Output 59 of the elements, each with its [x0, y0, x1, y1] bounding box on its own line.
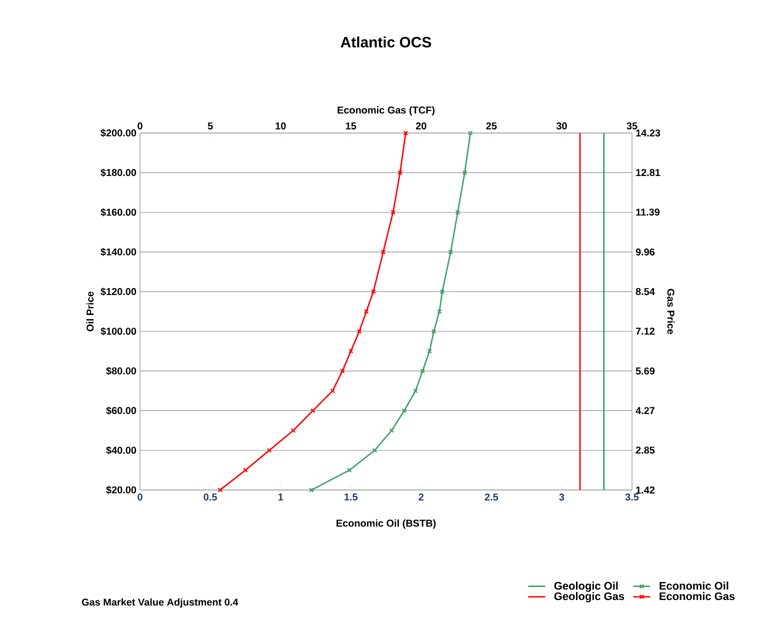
- point: [372, 448, 378, 453]
- point: [347, 468, 352, 473]
- y-tick-label: $140.00: [100, 248, 136, 256]
- point: [436, 309, 442, 314]
- point: [427, 348, 432, 354]
- y-tick-label: $160.00: [100, 208, 136, 216]
- text: Gas Market Value Adjustment 0.4: [82, 598, 238, 608]
- legend-label: Economic Oil: [660, 582, 728, 590]
- y2-tick-label: 14.23: [636, 129, 660, 137]
- point: [431, 328, 436, 334]
- y-tick-label: $120.00: [100, 288, 136, 296]
- y2-tick-label: 8.54: [636, 288, 655, 296]
- y2-tick-label: 12.81: [636, 169, 660, 176]
- y-tick-label: $20.00: [106, 486, 136, 494]
- x-axis-title: Economic Oil (BSTB): [336, 519, 436, 529]
- legend-label: Geologic Gas: [554, 592, 624, 602]
- point: [413, 388, 418, 394]
- x2-tick-label: 30: [556, 122, 567, 130]
- x-tick-label: 1: [278, 494, 284, 500]
- legend-label: Geologic Oil: [554, 582, 618, 592]
- legend-label: Economic Gas: [660, 592, 735, 600]
- y-tick-label: $80.00: [106, 366, 136, 376]
- y-tick-label: $100.00: [100, 327, 136, 336]
- y-tick-label: $40.00: [106, 446, 136, 454]
- chart-title: Atlantic OCS: [340, 36, 432, 48]
- y2-tick-label: 5.69: [636, 367, 655, 375]
- point: [389, 428, 394, 433]
- x2-axis-title: Economic Gas (TCF): [338, 106, 434, 116]
- x-tick-label: 3.5: [625, 494, 639, 501]
- x-tick-label: 0: [138, 494, 142, 501]
- y2-tick-label: 9.96: [636, 248, 655, 256]
- x-tick-label: 1.5: [344, 494, 358, 500]
- x-tick-label: 3: [559, 494, 564, 501]
- y2-tick-label: 1.42: [636, 486, 655, 494]
- y2-tick-label: 11.39: [636, 208, 660, 216]
- point: [448, 250, 454, 254]
- x-tick-label: 2: [418, 494, 424, 500]
- x2-tick-label: 0: [138, 122, 142, 130]
- y-axis-title: Oil Price: [86, 292, 94, 332]
- y2-axis-title: Gas Price: [667, 288, 675, 334]
- x2-tick-label: 5: [208, 122, 213, 130]
- x-tick-label: 0.5: [204, 494, 217, 501]
- y2-tick-label: 2.85: [636, 446, 655, 454]
- x-tick-label: 2.5: [484, 494, 498, 501]
- y-tick-label: $180.00: [100, 168, 136, 177]
- x2-tick-label: 20: [416, 122, 426, 130]
- y2-tick-label: 7.12: [636, 328, 655, 335]
- point: [440, 289, 445, 294]
- x2-tick-label: 10: [276, 122, 286, 130]
- x2-tick-label: 25: [486, 122, 497, 130]
- point: [455, 210, 460, 215]
- point: [420, 368, 425, 374]
- y-tick-label: $60.00: [106, 406, 136, 415]
- x2-tick-label: 35: [626, 122, 638, 130]
- point: [402, 408, 407, 414]
- y-tick-label: $200.00: [100, 128, 136, 138]
- y2-tick-label: 4.27: [636, 407, 654, 414]
- x2-tick-label: 15: [346, 122, 356, 130]
- point: [462, 170, 468, 176]
